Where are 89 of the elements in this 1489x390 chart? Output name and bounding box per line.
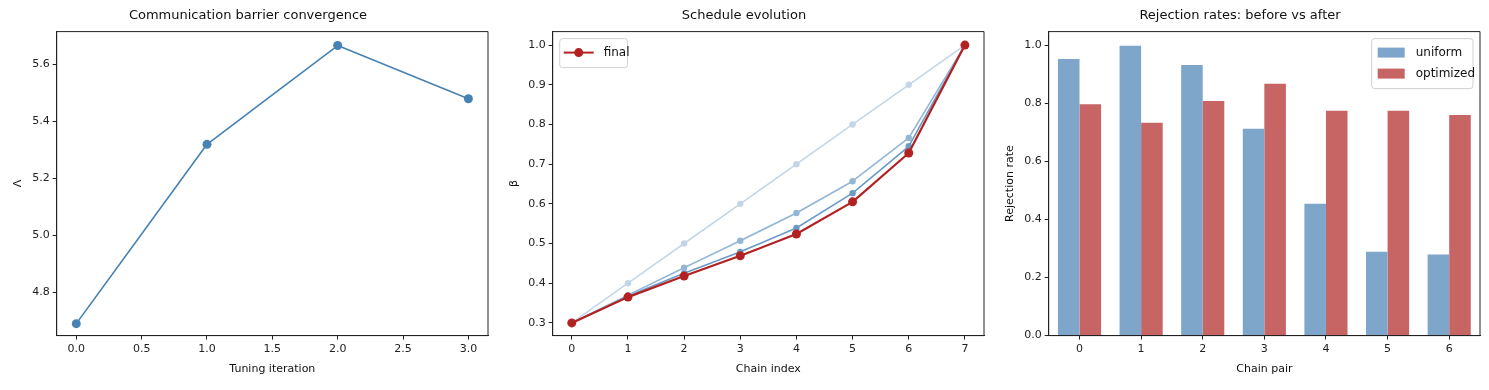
x-tick-label: 2 bbox=[680, 342, 688, 356]
x-tick-label: 1 bbox=[624, 342, 632, 356]
x-tick-label: 5 bbox=[1384, 342, 1392, 356]
y-axis-title: Rejection rate bbox=[1003, 145, 1017, 222]
bar bbox=[1427, 254, 1450, 336]
bar bbox=[1325, 110, 1348, 336]
legend-label: uniform bbox=[1415, 44, 1463, 59]
point bbox=[202, 139, 212, 149]
bar bbox=[1057, 58, 1080, 336]
x-tick-label: 6 bbox=[905, 342, 913, 356]
point bbox=[904, 148, 914, 158]
y-tick-label: 0.6 bbox=[528, 196, 546, 210]
x-tick-label: 3.0 bbox=[459, 342, 478, 356]
y-tick-label: 4.8 bbox=[32, 285, 50, 299]
x-tick-label: 7 bbox=[961, 342, 969, 356]
x-tick-label: 0 bbox=[1076, 342, 1083, 356]
x-tick-label: 2.0 bbox=[328, 342, 347, 356]
y-tick-label: 0.7 bbox=[528, 157, 546, 171]
point bbox=[905, 134, 912, 142]
bar bbox=[1366, 251, 1388, 336]
x-axis-title: Chain pair bbox=[1236, 362, 1293, 376]
point bbox=[793, 160, 800, 168]
x-tick-label: 3 bbox=[1260, 342, 1268, 356]
y-axis-title: β bbox=[507, 180, 521, 188]
y-tick-label: 0.6 bbox=[1024, 154, 1042, 168]
bar bbox=[1387, 110, 1410, 336]
bar bbox=[1079, 104, 1102, 336]
x-tick-label: 2.5 bbox=[394, 342, 412, 356]
legend-label: optimized bbox=[1415, 65, 1476, 80]
y-axis-title: Λ bbox=[11, 179, 25, 188]
point bbox=[849, 178, 856, 185]
y-tick-label: 0.8 bbox=[1024, 96, 1042, 110]
y-tick-label: 0.4 bbox=[1024, 212, 1042, 226]
x-tick-label: 5 bbox=[849, 342, 857, 356]
x-tick-label: 0.0 bbox=[67, 342, 86, 356]
x-tick-label: 0 bbox=[568, 342, 576, 356]
point bbox=[905, 81, 912, 88]
y-tick-label: 0.4 bbox=[528, 276, 546, 290]
x-axis-title: Chain index bbox=[735, 362, 802, 376]
point bbox=[848, 197, 858, 207]
x-tick-label: 6 bbox=[1445, 342, 1453, 356]
y-tick-label: 0.5 bbox=[528, 236, 546, 250]
y-tick-label: 1.0 bbox=[528, 37, 546, 51]
bar bbox=[1449, 114, 1471, 336]
point bbox=[791, 229, 801, 239]
bar bbox=[1202, 100, 1225, 336]
point bbox=[463, 94, 473, 104]
point bbox=[333, 41, 343, 51]
point bbox=[737, 237, 744, 244]
point bbox=[680, 240, 688, 247]
chart-title: Schedule evolution bbox=[681, 7, 807, 23]
point bbox=[624, 280, 632, 287]
x-tick-label: 1.5 bbox=[263, 342, 282, 356]
x-tick-label: 1.0 bbox=[198, 342, 216, 356]
x-tick-label: 2 bbox=[1199, 342, 1207, 356]
point bbox=[735, 251, 745, 261]
point bbox=[679, 271, 689, 281]
x-tick-label: 4 bbox=[792, 342, 800, 356]
bar bbox=[1141, 122, 1163, 336]
bar bbox=[1242, 128, 1265, 336]
x-axis-title: Tuning iteration bbox=[228, 362, 316, 376]
point bbox=[737, 200, 744, 208]
bar bbox=[1181, 64, 1203, 336]
point bbox=[793, 224, 800, 232]
y-tick-label: 5.4 bbox=[32, 114, 50, 128]
point bbox=[849, 121, 856, 128]
x-tick-label: 1 bbox=[1137, 342, 1145, 356]
y-tick-label: 0.9 bbox=[528, 77, 546, 91]
y-tick-label: 0.2 bbox=[1024, 270, 1042, 284]
x-tick-label: 4 bbox=[1322, 342, 1330, 356]
point bbox=[680, 264, 688, 271]
bar bbox=[1304, 203, 1326, 336]
bar bbox=[1264, 83, 1286, 336]
point bbox=[71, 319, 81, 329]
y-tick-label: 5.6 bbox=[32, 57, 50, 71]
y-tick-label: 5.2 bbox=[32, 171, 50, 185]
bar bbox=[1119, 45, 1142, 336]
point bbox=[793, 209, 800, 217]
y-tick-label: 5.0 bbox=[32, 228, 50, 242]
x-tick-label: 3 bbox=[736, 342, 744, 356]
y-tick-label: 0.0 bbox=[1024, 328, 1042, 342]
point bbox=[849, 189, 856, 197]
chart-title: Rejection rates: before vs after bbox=[1139, 7, 1342, 23]
chart-title: Communication barrier convergence bbox=[128, 7, 368, 23]
y-tick-label: 0.3 bbox=[528, 315, 546, 329]
y-tick-label: 0.8 bbox=[528, 117, 546, 131]
legend-label: final bbox=[603, 44, 630, 59]
x-tick-label: 0.5 bbox=[132, 342, 151, 356]
y-tick-label: 1.0 bbox=[1024, 38, 1042, 52]
